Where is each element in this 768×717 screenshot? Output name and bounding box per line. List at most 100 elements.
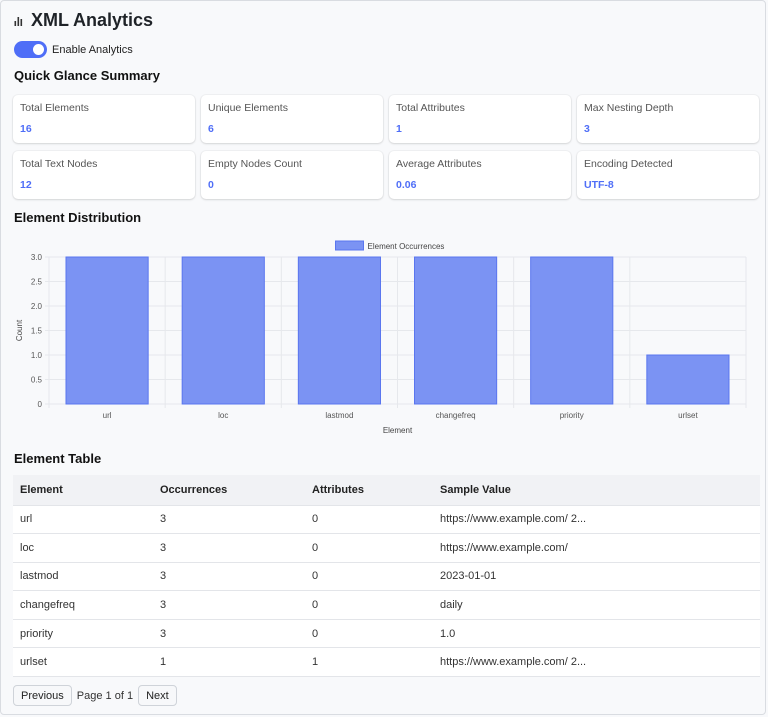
bar-loc xyxy=(181,256,265,405)
bar-chart-icon xyxy=(14,17,23,26)
card-encoding-detected: Encoding Detected UTF-8 xyxy=(577,151,759,199)
card-value: 0 xyxy=(208,179,214,191)
table-heading: Element Table xyxy=(14,451,102,466)
card-empty-nodes-count: Empty Nodes Count 0 xyxy=(201,151,383,199)
card-unique-elements: Unique Elements 6 xyxy=(201,95,383,143)
card-label: Total Text Nodes xyxy=(20,158,98,170)
cell-occurrences: 3 xyxy=(153,504,305,534)
cell-attributes: 0 xyxy=(305,618,433,648)
column-header-sample-value: Sample Value xyxy=(433,475,760,505)
table-header-row: Element Occurrences Attributes Sample Va… xyxy=(13,475,760,505)
element-table: Element Occurrences Attributes Sample Va… xyxy=(13,475,760,678)
legend-swatch xyxy=(335,240,364,251)
pagination: Previous Page 1 of 1 Next xyxy=(13,685,177,706)
column-header-attributes: Attributes xyxy=(305,475,433,505)
y-tick-label: 2.0 xyxy=(31,302,43,311)
card-value: 1 xyxy=(396,123,402,135)
card-total-text-nodes: Total Text Nodes 12 xyxy=(13,151,195,199)
card-total-attributes: Total Attributes 1 xyxy=(389,95,571,143)
cell-sample-value: daily xyxy=(433,590,760,620)
x-tick-label: url xyxy=(103,411,112,420)
x-tick-label: lastmod xyxy=(325,411,353,420)
distribution-heading: Element Distribution xyxy=(14,210,142,225)
y-axis-title: Count xyxy=(15,319,24,341)
enable-analytics-toggle[interactable] xyxy=(14,41,47,58)
y-tick-label: 0.5 xyxy=(31,376,43,385)
x-tick-label: loc xyxy=(218,411,228,420)
table-row: changefreq 3 0 daily xyxy=(13,590,760,620)
page-status: Page 1 of 1 xyxy=(76,689,134,702)
cell-occurrences: 3 xyxy=(153,590,305,620)
analytics-toggle-row: Enable Analytics xyxy=(14,41,133,58)
cell-occurrences: 3 xyxy=(153,533,305,563)
y-tick-label: 1.5 xyxy=(31,327,43,336)
bar-changefreq xyxy=(414,256,498,405)
card-average-attributes: Average Attributes 0.06 xyxy=(389,151,571,199)
card-label: Max Nesting Depth xyxy=(584,102,674,114)
bar-urlset xyxy=(646,354,730,405)
cell-attributes: 0 xyxy=(305,533,433,563)
card-value: 16 xyxy=(20,123,32,135)
card-label: Unique Elements xyxy=(208,102,288,114)
toggle-knob xyxy=(33,44,44,55)
table-row: url 3 0 https://www.example.com/ 2... xyxy=(13,504,760,534)
table-row: lastmod 3 0 2023-01-01 xyxy=(13,561,760,591)
page-title: XML Analytics xyxy=(31,10,154,30)
cell-element: url xyxy=(13,504,153,534)
summary-heading: Quick Glance Summary xyxy=(14,68,160,83)
x-tick-label: priority xyxy=(560,411,584,420)
card-label: Encoding Detected xyxy=(584,158,673,170)
card-value: UTF-8 xyxy=(584,179,614,191)
cell-attributes: 0 xyxy=(305,504,433,534)
cell-element: priority xyxy=(13,618,153,648)
card-label: Total Attributes xyxy=(396,102,465,114)
card-total-elements: Total Elements 16 xyxy=(13,95,195,143)
cell-element: loc xyxy=(13,533,153,563)
card-value: 12 xyxy=(20,179,32,191)
cell-sample-value: https://www.example.com/ 2... xyxy=(433,504,760,534)
table-row: priority 3 0 1.0 xyxy=(13,618,760,648)
element-distribution-chart: 0 0.5 1.0 1.5 2.0 2.5 3.0 url loc lastmod changefr… xyxy=(13,233,761,438)
chart-svg: 0 0.5 1.0 1.5 2.0 2.5 3.0 url loc lastmod changefr… xyxy=(15,240,747,435)
legend-label: Element Occurrences xyxy=(368,242,445,251)
cell-element: lastmod xyxy=(13,561,153,591)
bar-lastmod xyxy=(297,256,382,405)
cell-sample-value: 1.0 xyxy=(433,618,760,648)
cell-attributes: 1 xyxy=(305,647,433,678)
column-header-element: Element xyxy=(13,475,153,505)
card-label: Empty Nodes Count xyxy=(208,158,302,170)
y-tick-label: 3.0 xyxy=(31,253,43,262)
cell-element: changefreq xyxy=(13,590,153,620)
card-label: Total Elements xyxy=(20,102,89,114)
card-value: 3 xyxy=(584,123,590,135)
cell-attributes: 0 xyxy=(305,590,433,620)
column-header-occurrences: Occurrences xyxy=(153,475,305,505)
previous-page-button[interactable]: Previous xyxy=(13,685,72,706)
card-max-nesting-depth: Max Nesting Depth 3 xyxy=(577,95,759,143)
summary-cards: Total Elements 16 Unique Elements 6 Tota… xyxy=(13,95,760,199)
y-tick-label: 2.5 xyxy=(31,278,43,287)
y-tick-label: 1.0 xyxy=(31,351,43,360)
cell-attributes: 0 xyxy=(305,561,433,591)
cell-sample-value: 2023-01-01 xyxy=(433,561,760,591)
cell-element: urlset xyxy=(13,647,153,678)
cell-occurrences: 1 xyxy=(153,647,305,678)
x-axis-title: Element xyxy=(383,426,413,435)
y-tick-label: 0 xyxy=(38,400,43,409)
header: XML Analytics xyxy=(14,10,153,31)
card-label: Average Attributes xyxy=(396,158,482,170)
bar-url xyxy=(65,256,149,405)
cell-sample-value: https://www.example.com/ 2... xyxy=(433,647,760,678)
cell-sample-value: https://www.example.com/ xyxy=(433,533,760,563)
card-value: 6 xyxy=(208,123,214,135)
table-row: urlset 1 1 https://www.example.com/ 2... xyxy=(13,647,760,678)
bar-priority xyxy=(530,256,614,405)
next-page-button[interactable]: Next xyxy=(138,685,177,706)
toggle-label: Enable Analytics xyxy=(52,43,133,56)
table-row: loc 3 0 https://www.example.com/ xyxy=(13,533,760,563)
card-value: 0.06 xyxy=(396,179,417,191)
cell-occurrences: 3 xyxy=(153,561,305,591)
cell-occurrences: 3 xyxy=(153,618,305,648)
x-tick-label: urlset xyxy=(678,411,698,420)
